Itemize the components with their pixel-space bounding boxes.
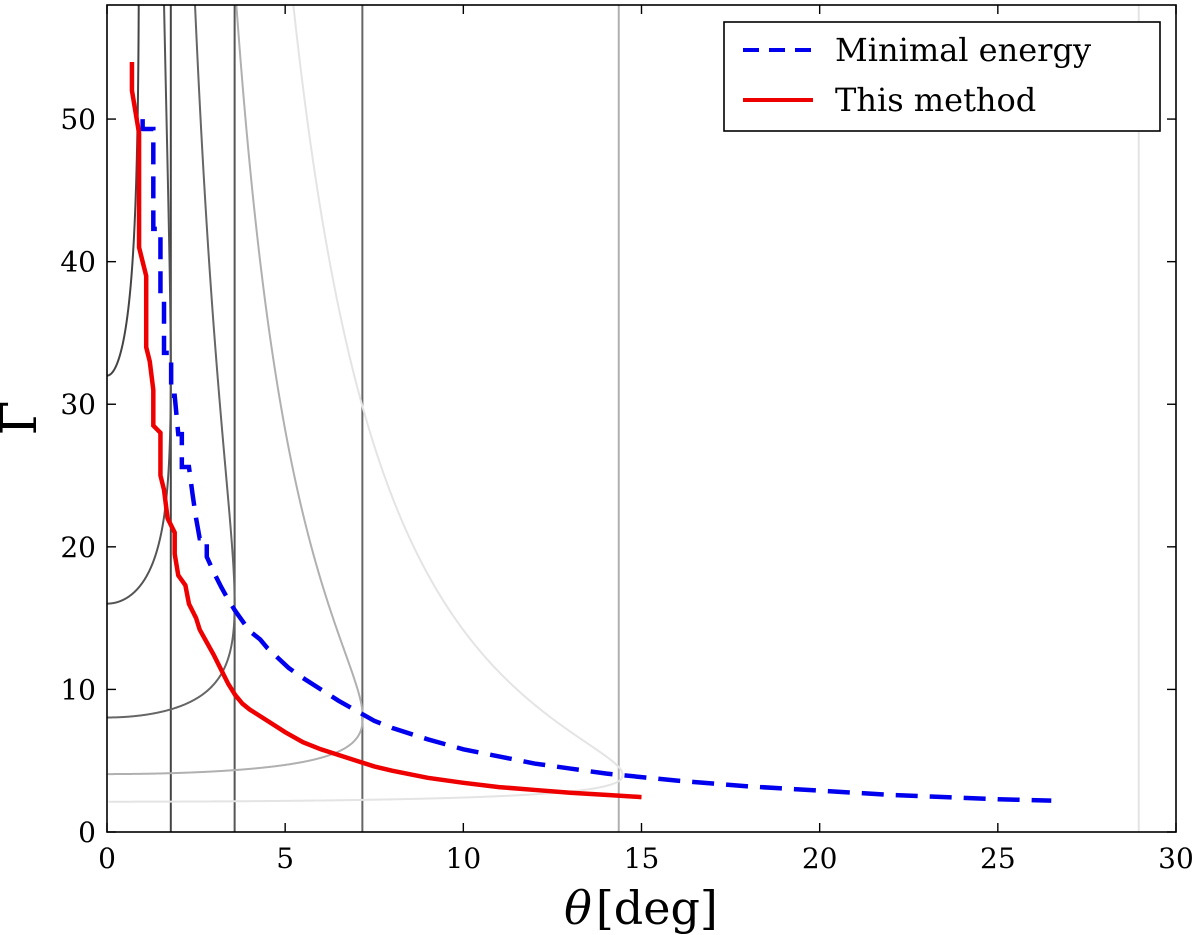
y-tick-label: 30: [60, 388, 96, 421]
legend: Minimal energy This method: [723, 21, 1161, 132]
axis-ticks: 0 5 10 15 20 25 30 0 10 20 30 40 50: [60, 5, 1194, 875]
y-axis-label: Γ: [0, 401, 48, 436]
x-tick-label: 10: [446, 842, 482, 875]
y-tick-label: 50: [60, 103, 96, 136]
series-line-this-method: [129, 62, 642, 800]
background-curve-upper: [292, 5, 624, 776]
background-curve-lower: [108, 774, 624, 803]
x-axis-unit: [deg]: [596, 881, 718, 935]
series-layer: [129, 62, 1052, 803]
legend-box: [723, 21, 1161, 132]
x-axis-label: θ[deg]: [564, 881, 718, 935]
background-curve-upper: [235, 5, 364, 719]
y-tick-label: 10: [60, 673, 96, 706]
background-curve-upper: [194, 5, 236, 604]
background-curve-lower: [107, 717, 364, 776]
x-tick-label: 30: [1158, 842, 1194, 875]
x-tick-label: 25: [980, 842, 1016, 875]
series-line-minimal-energy: [140, 119, 1052, 803]
x-tick-label: 0: [98, 842, 116, 875]
background-curves: [107, 5, 1140, 832]
x-axis-symbol: θ: [564, 881, 592, 935]
background-curve-lower: [107, 5, 140, 377]
y-tick-label: 20: [60, 531, 96, 564]
background-curve-lower: [107, 375, 172, 605]
y-tick-label: 0: [78, 816, 96, 849]
background-curve-lower: [107, 603, 236, 719]
y-tick-label: 40: [60, 246, 96, 279]
legend-label-this-method: This method: [835, 81, 1036, 119]
x-tick-label: 5: [276, 842, 294, 875]
x-tick-label: 15: [624, 842, 660, 875]
legend-label-minimal-energy: Minimal energy: [835, 31, 1091, 69]
x-tick-label: 20: [802, 842, 838, 875]
